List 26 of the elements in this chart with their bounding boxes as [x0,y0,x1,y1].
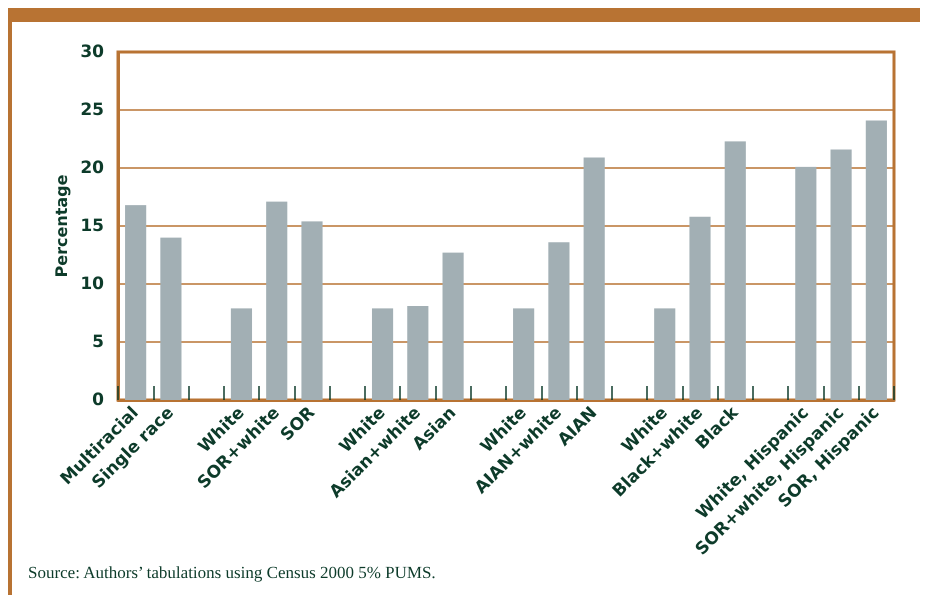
bar [442,252,464,400]
bar [724,141,746,400]
y-tick-label: 0 [92,390,104,410]
bar [830,149,852,400]
bar [266,202,288,400]
bar [407,306,428,400]
bar [548,242,570,400]
bar [866,120,887,400]
bar [513,308,534,400]
source-note: Source: Authors’ tabulations using Census 2000 5% PUMS. [28,563,436,582]
y-tick-label: 30 [80,42,104,62]
y-tick-label: 10 [80,274,104,294]
bar [125,205,146,400]
y-tick-label: 20 [80,158,104,178]
bar [372,308,394,400]
bar [795,166,816,400]
y-tick-label: 25 [80,100,104,120]
y-tick-label: 5 [92,332,104,352]
bar [654,308,676,400]
bar [301,221,323,400]
bar [689,216,711,400]
y-tick-label: 15 [80,216,104,236]
bar [160,238,182,400]
bar [230,308,252,400]
bar [584,158,605,400]
y-axis-title: Percentage [52,174,71,278]
